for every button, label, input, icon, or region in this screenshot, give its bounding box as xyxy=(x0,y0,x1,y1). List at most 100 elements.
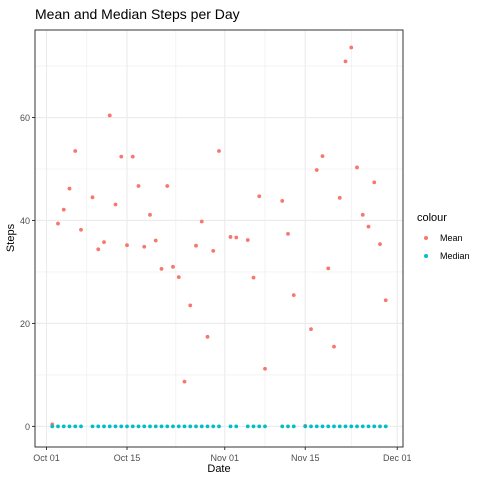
median-point xyxy=(199,424,204,429)
mean-point xyxy=(383,298,388,303)
median-point xyxy=(372,424,377,429)
y-axis-label: Steps xyxy=(5,223,17,252)
x-tick-label: Oct 15 xyxy=(114,453,141,463)
median-point xyxy=(211,424,216,429)
median-point xyxy=(125,424,129,429)
y-tick-label: 20 xyxy=(20,319,30,329)
major-gridlines xyxy=(35,30,403,447)
median-point xyxy=(159,424,164,429)
mean-point xyxy=(73,149,78,153)
median-point xyxy=(234,424,239,429)
mean-point xyxy=(309,327,313,332)
median-point xyxy=(309,424,313,429)
mean-point xyxy=(286,231,290,236)
median-point xyxy=(73,424,78,429)
mean-point xyxy=(217,149,221,153)
median-point xyxy=(107,424,112,429)
mean-point xyxy=(314,168,319,172)
mean-point xyxy=(56,221,60,226)
mean-point xyxy=(251,275,256,280)
median-point xyxy=(257,424,262,429)
median-point xyxy=(360,424,365,429)
mean-point xyxy=(205,334,210,339)
median-point xyxy=(291,424,296,429)
mean-point xyxy=(136,184,141,188)
median-point xyxy=(228,424,233,429)
median-point xyxy=(119,424,124,429)
mean-point xyxy=(245,238,250,242)
mean-point xyxy=(130,154,135,159)
median-point xyxy=(113,424,118,429)
y-tick-label: 40 xyxy=(20,216,30,226)
mean-point xyxy=(67,186,72,191)
mean-point xyxy=(102,240,106,245)
median-point xyxy=(79,424,83,429)
legend-key-median xyxy=(424,254,428,258)
mean-point xyxy=(79,227,83,232)
mean-point xyxy=(153,238,158,243)
x-axis: Oct 01 Oct 15 Nov 01 Nov 15 Dec 01 xyxy=(33,447,412,463)
median-point xyxy=(326,424,331,429)
median-point xyxy=(332,424,336,429)
median-point xyxy=(176,424,181,429)
mean-point xyxy=(263,366,267,371)
median-point xyxy=(245,424,250,429)
x-tick-label: Nov 01 xyxy=(210,453,239,463)
mean-point xyxy=(349,45,354,50)
median-point xyxy=(314,424,319,429)
median-point xyxy=(343,424,348,429)
median-point xyxy=(366,424,371,429)
mean-point xyxy=(142,244,147,249)
mean-point xyxy=(360,212,365,217)
median-point xyxy=(90,424,95,429)
median-point xyxy=(378,424,382,429)
mean-point xyxy=(61,207,66,212)
y-tick-label: 0 xyxy=(25,422,30,432)
x-axis-label: Date xyxy=(207,463,230,475)
median-point xyxy=(188,424,193,429)
mean-point xyxy=(165,184,170,188)
median-point xyxy=(251,424,256,429)
median-point xyxy=(148,424,152,429)
data-points xyxy=(50,45,388,429)
mean-point xyxy=(194,243,198,248)
median-point xyxy=(61,424,66,429)
median-point xyxy=(320,424,325,429)
median-point xyxy=(171,424,175,429)
median-point xyxy=(355,424,359,429)
mean-point xyxy=(125,243,129,248)
median-point xyxy=(205,424,210,429)
mean-point xyxy=(355,165,359,170)
median-point xyxy=(67,424,72,429)
mean-point xyxy=(176,275,181,280)
mean-point xyxy=(113,202,118,207)
mean-point xyxy=(148,212,152,217)
mean-point xyxy=(257,194,262,199)
median-point xyxy=(142,424,147,429)
mean-point xyxy=(234,235,239,240)
mean-point xyxy=(171,264,175,269)
mean-point xyxy=(228,235,233,239)
mean-point xyxy=(326,266,331,271)
median-point xyxy=(50,424,55,429)
mean-point xyxy=(372,180,377,185)
mean-point xyxy=(96,247,101,252)
median-point xyxy=(263,424,267,429)
legend-key-mean xyxy=(424,236,428,240)
y-axis: 0 20 40 60 xyxy=(20,113,35,432)
median-point xyxy=(286,424,290,429)
mean-point xyxy=(211,248,216,253)
mean-point xyxy=(320,154,325,159)
median-point xyxy=(165,424,170,429)
legend: colour Mean Median xyxy=(417,212,470,261)
legend-title: colour xyxy=(417,212,447,224)
median-point xyxy=(102,424,106,429)
plot-border xyxy=(34,29,404,448)
mean-point xyxy=(378,242,382,247)
median-point xyxy=(182,424,187,429)
mean-point xyxy=(119,154,124,159)
median-point xyxy=(130,424,135,429)
x-tick-label: Nov 15 xyxy=(291,453,320,463)
